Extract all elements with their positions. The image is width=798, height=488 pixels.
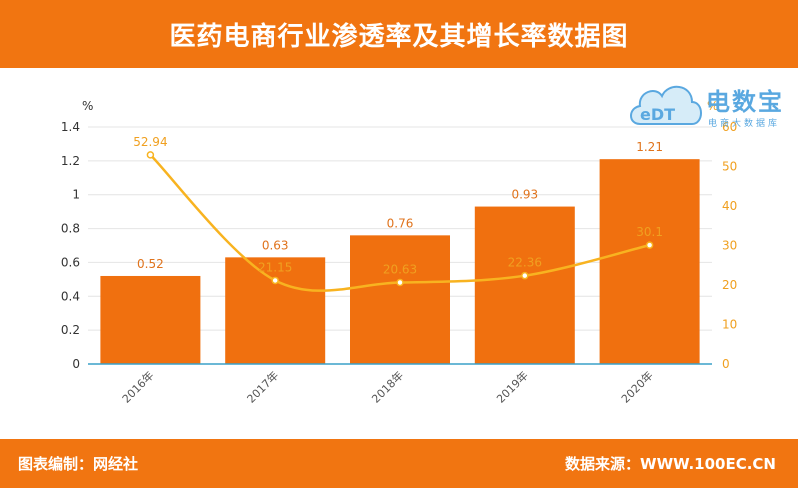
bar-series <box>100 159 700 364</box>
line-value-label: 52.94 <box>133 135 167 149</box>
left-tick-label: 0.8 <box>61 222 80 236</box>
left-tick-label: 0.2 <box>61 323 80 337</box>
line-point <box>645 241 654 249</box>
right-tick-label: 30 <box>722 239 737 253</box>
left-axis-unit: % <box>82 99 93 113</box>
line-value-label: 20.63 <box>383 263 417 277</box>
left-tick-label: 1.4 <box>61 120 80 134</box>
footer-bar: 图表编制：网经社 数据来源：WWW.100EC.CN <box>0 439 798 488</box>
watermark-name: 电数宝 <box>706 88 784 116</box>
left-tick-label: 1 <box>72 188 80 202</box>
left-axis-ticks: 0 0.2 0.4 0.6 0.8 1 1.2 1.4 <box>61 120 80 371</box>
footer-source: 数据来源：WWW.100EC.CN <box>565 455 776 473</box>
line-point <box>521 271 529 280</box>
bar-value-labels: 0.52 0.63 0.76 0.93 1.21 <box>137 140 663 271</box>
right-tick-label: 0 <box>722 357 730 371</box>
right-tick-label: 50 <box>722 160 737 174</box>
category-label: 2020年 <box>618 368 655 405</box>
category-label: 2018年 <box>369 368 406 405</box>
bar <box>599 159 700 364</box>
right-axis-unit: % <box>707 99 718 113</box>
bar <box>225 257 326 364</box>
left-tick-label: 1.2 <box>61 154 80 168</box>
line-value-labels: 52.94 21.15 20.63 22.36 30.1 <box>133 135 663 277</box>
watermark-subtitle: 电商大数据库 <box>708 119 781 129</box>
category-label: 2016年 <box>119 368 156 405</box>
footer-credit: 图表编制：网经社 <box>18 455 139 473</box>
line-point <box>146 151 155 159</box>
watermark-logo-text: eDT <box>640 105 675 124</box>
right-tick-label: 60 <box>722 120 737 134</box>
line-point <box>396 278 404 287</box>
line-value-label: 21.15 <box>258 260 292 274</box>
bar-value-label: 1.21 <box>636 140 663 154</box>
bar <box>350 235 450 364</box>
line-series <box>146 151 654 292</box>
bar-value-label: 0.52 <box>137 257 164 271</box>
left-tick-label: 0.4 <box>61 289 80 303</box>
chart-area: 2016年 2017年 2018年 2019年 2020年 0 0.2 0.4 0.6 0.8 1… <box>61 99 737 406</box>
bar <box>474 206 575 364</box>
right-tick-label: 10 <box>722 318 737 332</box>
right-tick-label: 40 <box>722 199 737 213</box>
category-label: 2017年 <box>244 368 281 405</box>
cloud-icon: eDT <box>630 86 702 125</box>
category-labels: 2016年 2017年 2018年 2019年 2020年 <box>119 368 656 405</box>
title-banner: 医药电商行业渗透率及其增长率数据图 <box>0 0 798 68</box>
bar <box>100 275 201 364</box>
bar-value-label: 0.76 <box>387 216 414 230</box>
left-tick-label: 0.6 <box>61 255 80 269</box>
chart-title: 医药电商行业渗透率及其增长率数据图 <box>169 21 629 52</box>
line-point <box>271 276 279 285</box>
line-value-label: 30.1 <box>636 225 663 239</box>
bar-value-label: 0.93 <box>511 188 538 202</box>
watermark-logo: eDT 电数宝 电商大数据库 <box>626 74 792 136</box>
bar-value-label: 0.63 <box>262 238 289 252</box>
left-tick-label: 0 <box>72 357 80 371</box>
category-label: 2019年 <box>493 368 530 405</box>
right-axis-ticks: 0 10 20 30 40 50 60 <box>722 120 737 371</box>
right-tick-label: 20 <box>722 278 737 292</box>
line-value-label: 22.36 <box>508 256 542 270</box>
